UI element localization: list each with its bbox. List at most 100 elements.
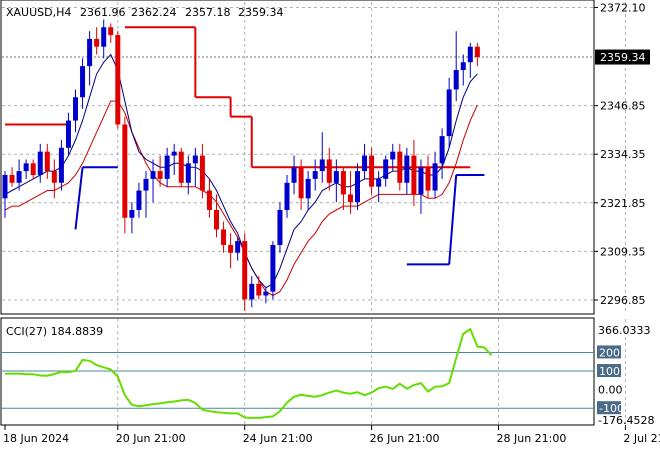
bear-candle[interactable] bbox=[122, 116, 128, 234]
bull-candle[interactable] bbox=[390, 143, 396, 172]
bear-candle[interactable] bbox=[206, 178, 212, 218]
bear-candle[interactable] bbox=[298, 159, 304, 210]
candle-body bbox=[474, 46, 480, 58]
bull-candle[interactable] bbox=[101, 19, 107, 59]
bull-candle[interactable] bbox=[418, 159, 424, 214]
bear-candle[interactable] bbox=[157, 155, 163, 187]
bull-candle[interactable] bbox=[305, 171, 311, 210]
candle-body bbox=[369, 155, 375, 187]
bear-candle[interactable] bbox=[369, 147, 375, 195]
bear-candle[interactable] bbox=[30, 159, 36, 179]
candle-body bbox=[94, 38, 100, 47]
candle-body bbox=[185, 163, 191, 183]
candle-body bbox=[129, 209, 135, 218]
bear-candle[interactable] bbox=[178, 147, 184, 187]
bull-candle[interactable] bbox=[319, 132, 325, 183]
price-axis-label: 2346.85 bbox=[600, 100, 646, 113]
time-axis-label: 20 Jun 21:00 bbox=[116, 432, 186, 445]
bear-candle[interactable] bbox=[44, 143, 50, 179]
candle-body bbox=[150, 171, 156, 179]
time-axis-label: 18 Jun 2024 bbox=[3, 432, 69, 445]
bull-candle[interactable] bbox=[263, 287, 269, 304]
bull-candle[interactable] bbox=[65, 112, 71, 156]
bull-candle[interactable] bbox=[87, 31, 93, 86]
bull-candle[interactable] bbox=[58, 140, 64, 191]
bear-candle[interactable] bbox=[228, 233, 234, 269]
bull-candle[interactable] bbox=[150, 159, 156, 203]
bear-candle[interactable] bbox=[326, 147, 332, 191]
bear-candle[interactable] bbox=[242, 233, 248, 312]
cci-level-lines bbox=[2, 351, 594, 409]
close-value: 2359.34 bbox=[238, 6, 284, 19]
bear-candle[interactable] bbox=[256, 276, 262, 300]
bear-candle[interactable] bbox=[51, 159, 57, 199]
price-axis-label: 2309.35 bbox=[600, 245, 646, 258]
bear-candle[interactable] bbox=[425, 155, 431, 199]
bear-candle[interactable] bbox=[115, 31, 121, 129]
bull-candle[interactable] bbox=[171, 143, 177, 175]
svg-text:2359.34: 2359.34 bbox=[600, 51, 646, 64]
bull-candle[interactable] bbox=[383, 155, 389, 187]
candle-body bbox=[44, 151, 50, 172]
candle-body bbox=[326, 159, 332, 183]
candle-body bbox=[439, 136, 445, 164]
bull-candle[interactable] bbox=[136, 182, 142, 218]
bear-candle[interactable] bbox=[411, 140, 417, 207]
bull-candle[interactable] bbox=[143, 171, 149, 218]
candle-body bbox=[122, 124, 128, 218]
bull-candle[interactable] bbox=[185, 155, 191, 195]
candle-body bbox=[312, 171, 318, 179]
candle-body bbox=[305, 178, 311, 199]
bear-candle[interactable] bbox=[474, 42, 480, 67]
bull-candle[interactable] bbox=[270, 241, 276, 300]
bull-candle[interactable] bbox=[432, 151, 438, 199]
bull-candle[interactable] bbox=[453, 31, 459, 102]
bear-candle[interactable] bbox=[397, 143, 403, 191]
last-price-tag: 2359.34 bbox=[595, 49, 650, 65]
bull-candle[interactable] bbox=[439, 128, 445, 179]
candle-body bbox=[404, 155, 410, 183]
bull-candle[interactable] bbox=[129, 202, 135, 234]
bull-candle[interactable] bbox=[460, 54, 466, 86]
candle-body bbox=[58, 147, 64, 183]
bull-candle[interactable] bbox=[2, 171, 8, 218]
bull-candle[interactable] bbox=[277, 202, 283, 253]
bull-candle[interactable] bbox=[362, 143, 368, 179]
candles[interactable] bbox=[2, 19, 480, 312]
cci-axis-label: 366.0333 bbox=[598, 324, 651, 337]
bull-candle[interactable] bbox=[16, 159, 22, 191]
bull-candle[interactable] bbox=[249, 276, 255, 308]
bull-candle[interactable] bbox=[312, 159, 318, 191]
bull-candle[interactable] bbox=[467, 42, 473, 78]
bull-candle[interactable] bbox=[291, 155, 297, 195]
bull-candle[interactable] bbox=[164, 147, 170, 187]
bear-candle[interactable] bbox=[340, 167, 346, 210]
candle-body bbox=[65, 120, 71, 148]
bull-candle[interactable] bbox=[284, 174, 290, 218]
time-axis-label: 28 Jun 21:00 bbox=[497, 432, 567, 445]
bull-candle[interactable] bbox=[80, 58, 86, 109]
bear-candle[interactable] bbox=[94, 27, 100, 55]
bear-candle[interactable] bbox=[347, 171, 353, 214]
bear-candle[interactable] bbox=[108, 23, 114, 43]
bull-candle[interactable] bbox=[404, 147, 410, 195]
bull-candle[interactable] bbox=[235, 237, 241, 261]
bull-candle[interactable] bbox=[333, 159, 339, 203]
bear-candle[interactable] bbox=[199, 143, 205, 199]
candle-body bbox=[446, 89, 452, 137]
time-axis: 18 Jun 2024 20 Jun 21:00 24 Jun 21:00 26 Ju… bbox=[3, 425, 660, 445]
bear-candle[interactable] bbox=[214, 194, 219, 238]
bull-candle[interactable] bbox=[23, 159, 29, 179]
bull-candle[interactable] bbox=[37, 143, 43, 183]
time-axis-label: 26 Jun 21:00 bbox=[370, 432, 440, 445]
bull-candle[interactable] bbox=[376, 171, 382, 203]
bear-candle[interactable] bbox=[9, 167, 15, 187]
bull-candle[interactable] bbox=[355, 163, 360, 210]
candle-body bbox=[355, 171, 360, 203]
bear-candle[interactable] bbox=[221, 221, 227, 253]
bull-candle[interactable] bbox=[446, 77, 452, 148]
bull-candle[interactable] bbox=[73, 89, 78, 133]
bull-candle[interactable] bbox=[192, 147, 198, 187]
